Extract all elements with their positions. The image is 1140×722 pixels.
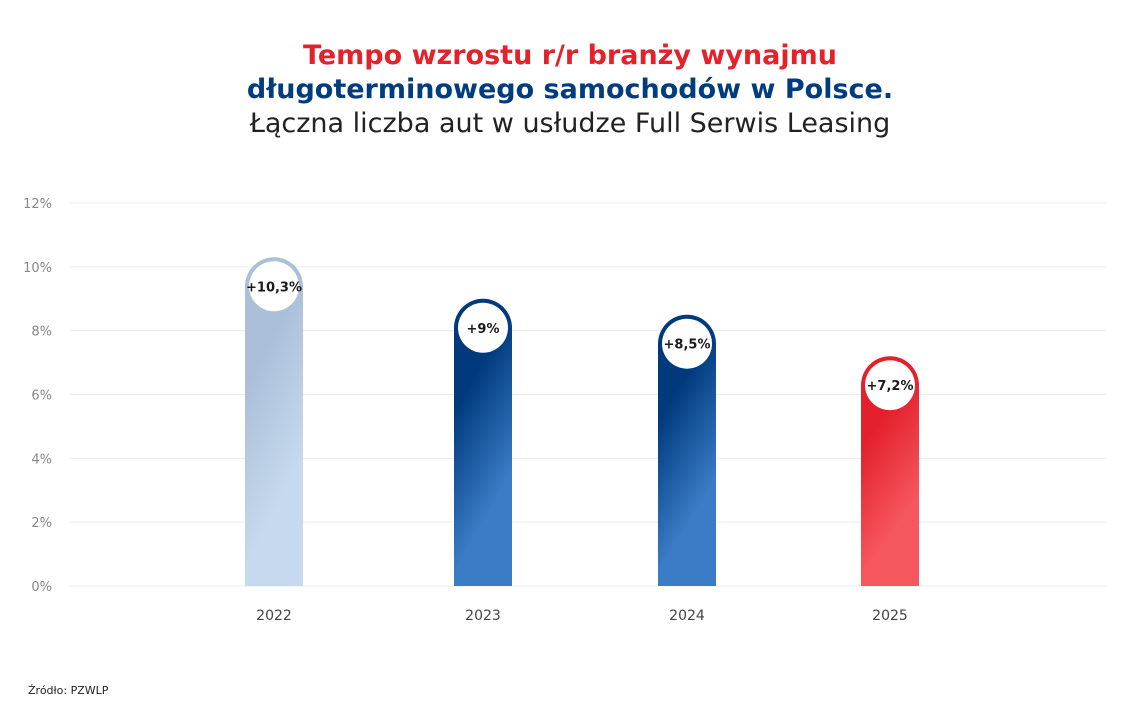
x-tick-label: 2023 bbox=[465, 608, 501, 624]
data-label-circle bbox=[458, 302, 508, 353]
y-tick-label: 12% bbox=[23, 197, 52, 212]
chart-title-line2: długoterminowego samochodów w Polsce. bbox=[246, 74, 894, 105]
data-label: +7,2% bbox=[867, 379, 914, 394]
y-tick-label: 2% bbox=[31, 516, 52, 531]
data-label: +10,3% bbox=[246, 280, 302, 295]
y-tick-label: 10% bbox=[23, 261, 52, 276]
data-label-circle bbox=[865, 360, 915, 411]
data-label: +9% bbox=[467, 322, 500, 337]
y-tick-label: 6% bbox=[31, 389, 52, 404]
y-tick-label: 4% bbox=[31, 452, 52, 467]
y-tick-label: 8% bbox=[31, 325, 52, 340]
x-tick-label: 2024 bbox=[669, 608, 705, 624]
x-tick-label: 2022 bbox=[256, 608, 292, 624]
chart-title-line1: Tempo wzrostu r/r branży wynajmu bbox=[303, 40, 837, 71]
source-note: Źródło: PZWLP bbox=[28, 684, 109, 697]
bar-2023 bbox=[454, 298, 512, 586]
data-label-circle bbox=[249, 261, 299, 312]
y-tick-label: 0% bbox=[31, 580, 52, 595]
data-label: +8,5% bbox=[664, 338, 711, 353]
x-tick-label: 2025 bbox=[872, 608, 908, 624]
bar-2022 bbox=[245, 257, 303, 586]
bar-2025 bbox=[861, 356, 919, 586]
data-label-circle bbox=[662, 318, 712, 369]
chart-subtitle: Łączna liczba aut w usłudze Full Serwis … bbox=[249, 108, 891, 139]
bar-2024 bbox=[658, 314, 716, 586]
